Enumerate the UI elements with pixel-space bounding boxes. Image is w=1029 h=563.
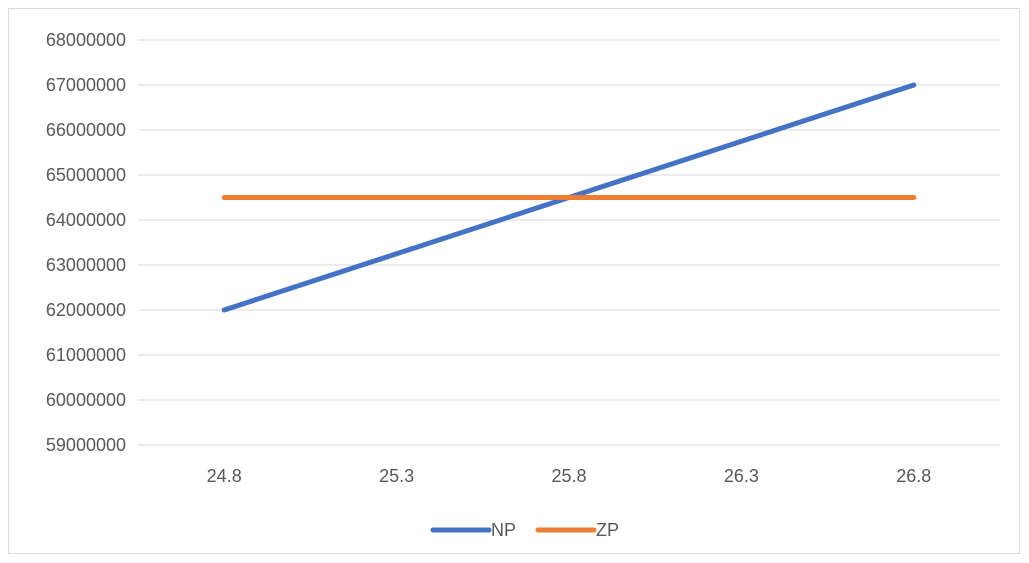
y-tick-label: 64000000	[46, 210, 126, 230]
y-tick-label: 68000000	[46, 30, 126, 50]
legend: NP ZP	[430, 520, 619, 540]
legend-label-np: NP	[491, 520, 516, 540]
y-tick-label: 66000000	[46, 120, 126, 140]
x-tick-label: 24.8	[207, 466, 242, 486]
series-group	[221, 82, 917, 313]
y-axis: 59000000 60000000 61000000 62000000 63000000…	[46, 30, 126, 455]
y-tick-label: 59000000	[46, 435, 126, 455]
y-tick-label: 65000000	[46, 165, 126, 185]
y-tick-label: 63000000	[46, 255, 126, 275]
x-tick-label: 25.3	[379, 466, 414, 486]
x-axis: 24.8 25.3 25.8 26.3 26.8	[207, 466, 932, 486]
legend-label-zp: ZP	[596, 520, 619, 540]
x-tick-label: 25.8	[551, 466, 586, 486]
y-tick-label: 61000000	[46, 345, 126, 365]
y-tick-label: 60000000	[46, 390, 126, 410]
chart-area	[8, 8, 1020, 554]
x-tick-label: 26.8	[896, 466, 931, 486]
x-tick-label: 26.3	[724, 466, 759, 486]
gridlines	[138, 39, 1000, 446]
y-tick-label: 62000000	[46, 300, 126, 320]
y-tick-label: 67000000	[46, 75, 126, 95]
